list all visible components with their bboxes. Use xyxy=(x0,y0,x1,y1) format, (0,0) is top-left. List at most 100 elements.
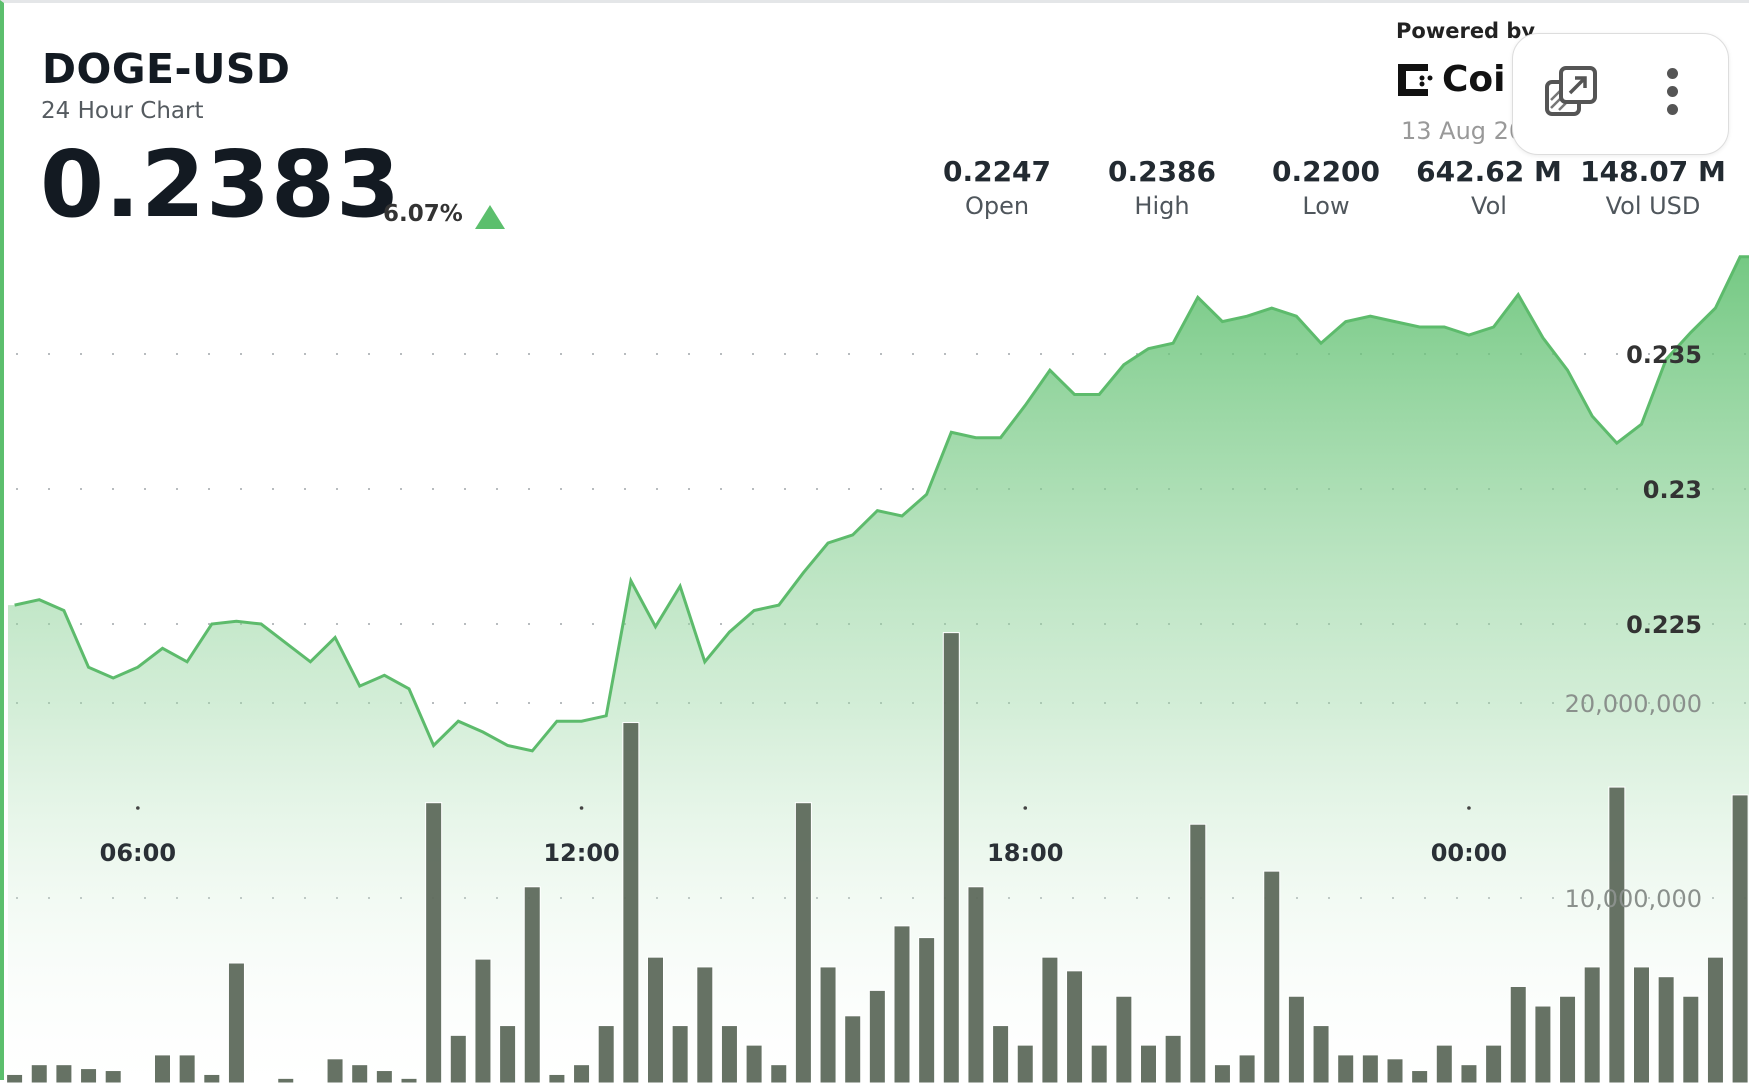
x-tick-mark xyxy=(136,806,140,810)
volume-bar xyxy=(696,966,714,1083)
volume-bar xyxy=(203,1073,221,1083)
x-tick-mark xyxy=(1023,806,1028,810)
volume-bar xyxy=(967,886,985,1083)
volume-bar xyxy=(1164,1034,1182,1083)
stat-low: 0.2200 Low xyxy=(1241,155,1411,220)
x-tick-label: 12:00 xyxy=(543,839,619,867)
volume-bar xyxy=(1115,995,1133,1083)
price-tick-label: 0.235 xyxy=(1626,341,1702,369)
coinbase-logo-icon xyxy=(1398,63,1433,96)
volume-bar xyxy=(326,1058,344,1083)
price-tick-label: 0.23 xyxy=(1643,476,1702,504)
volume-tick-label: 20,000,000 xyxy=(1565,690,1702,718)
volume-bar xyxy=(351,1064,369,1083)
volume-bar xyxy=(1633,966,1650,1083)
volume-bar xyxy=(375,1070,393,1083)
volume-bar xyxy=(104,1070,122,1083)
volume-bar xyxy=(622,722,640,1083)
volume-bar xyxy=(1066,970,1084,1083)
volume-bar xyxy=(671,1025,689,1083)
more-vertical-icon xyxy=(1667,86,1678,97)
stat-label: Low xyxy=(1302,192,1350,220)
volume-bar xyxy=(1361,1054,1379,1083)
volume-bar xyxy=(227,962,245,1083)
powered-by-label: Powered by xyxy=(1396,19,1536,43)
stat-label: High xyxy=(1134,192,1190,220)
more-options-button[interactable] xyxy=(1655,64,1691,120)
stat-value: 0.2247 xyxy=(942,155,1052,188)
volume-bar xyxy=(548,1073,566,1083)
volume-bar xyxy=(1016,1044,1034,1083)
volume-bar xyxy=(1706,956,1724,1083)
volume-tick-label: 10,000,000 xyxy=(1565,885,1702,913)
more-vertical-icon xyxy=(1667,68,1678,79)
volume-bar xyxy=(1509,985,1527,1083)
external-link-icon xyxy=(1545,66,1597,116)
volume-bar xyxy=(1485,1044,1503,1083)
volume-bar xyxy=(474,958,492,1083)
volume-bar xyxy=(1534,1005,1552,1083)
stat-high: 0.2386 High xyxy=(1077,155,1247,220)
volume-bar xyxy=(1559,995,1577,1083)
x-tick-label: 00:00 xyxy=(1431,839,1507,867)
volume-bar xyxy=(1189,823,1207,1083)
volume-bar xyxy=(449,1034,467,1083)
brand-name: Coi xyxy=(1442,59,1506,100)
current-price: 0.2383 xyxy=(40,131,402,238)
volume-bar xyxy=(597,1025,615,1083)
stat-value: 0.2200 xyxy=(1271,155,1381,188)
volume-bar xyxy=(844,1015,862,1083)
stat-value: 0.2386 xyxy=(1107,155,1217,188)
volume-bar xyxy=(1435,1044,1453,1083)
volume-bar xyxy=(6,1073,24,1083)
volume-bar xyxy=(745,1044,763,1083)
chart-date: 13 Aug 20 xyxy=(1401,117,1525,145)
volume-bar xyxy=(647,956,664,1083)
volume-bar xyxy=(55,1064,73,1083)
price-volume-chart[interactable]: 0.235 0.23 0.225 20,000,000 10,000,000 06:00 1… xyxy=(4,3,1749,1083)
volume-bar xyxy=(720,1025,738,1083)
volume-bar xyxy=(868,989,886,1083)
stat-vol-usd: 148.07 M Vol USD xyxy=(1568,155,1738,220)
brand-logo[interactable]: Coi xyxy=(1396,59,1506,100)
price-area xyxy=(8,256,1749,1083)
volume-bar xyxy=(1657,976,1675,1083)
volume-bar xyxy=(425,802,443,1083)
external-link-button[interactable] xyxy=(1543,64,1599,120)
volume-bar xyxy=(154,1054,171,1083)
volume-bar xyxy=(893,925,911,1083)
volume-bar xyxy=(1337,1054,1355,1083)
more-vertical-icon xyxy=(1667,104,1678,115)
volume-bar xyxy=(1460,1064,1478,1083)
volume-bar xyxy=(1287,995,1305,1083)
chart-subtitle: 24 Hour Chart xyxy=(41,98,204,124)
volume-bar xyxy=(499,1025,517,1083)
x-tick-mark xyxy=(1467,806,1471,810)
up-arrow-icon xyxy=(475,205,505,229)
volume-bar xyxy=(1608,786,1626,1083)
stat-label: Open xyxy=(964,192,1030,220)
volume-bar xyxy=(1263,870,1281,1083)
volume-bar xyxy=(1041,956,1059,1083)
volume-bar xyxy=(1213,1064,1231,1083)
volume-bar xyxy=(918,937,936,1083)
volume-bar xyxy=(1386,1058,1404,1083)
volume-bar xyxy=(1682,995,1700,1083)
volume-bar xyxy=(80,1068,98,1083)
volume-bar xyxy=(794,802,812,1083)
volume-bar xyxy=(30,1064,48,1083)
volume-bar xyxy=(1731,794,1749,1083)
volume-bar xyxy=(277,1077,295,1083)
x-tick-label: 18:00 xyxy=(987,839,1063,867)
volume-bar xyxy=(1583,966,1601,1083)
stat-label: Vol USD xyxy=(1605,192,1701,220)
stat-vol: 642.62 M Vol xyxy=(1404,155,1574,220)
volume-bar xyxy=(573,1064,591,1083)
volume-bar xyxy=(523,886,541,1083)
x-tick-label: 06:00 xyxy=(100,839,176,867)
volume-bar xyxy=(992,1025,1010,1083)
pair-title: DOGE-USD xyxy=(42,45,291,93)
volume-bar xyxy=(1090,1044,1108,1083)
price-line xyxy=(14,255,1749,753)
